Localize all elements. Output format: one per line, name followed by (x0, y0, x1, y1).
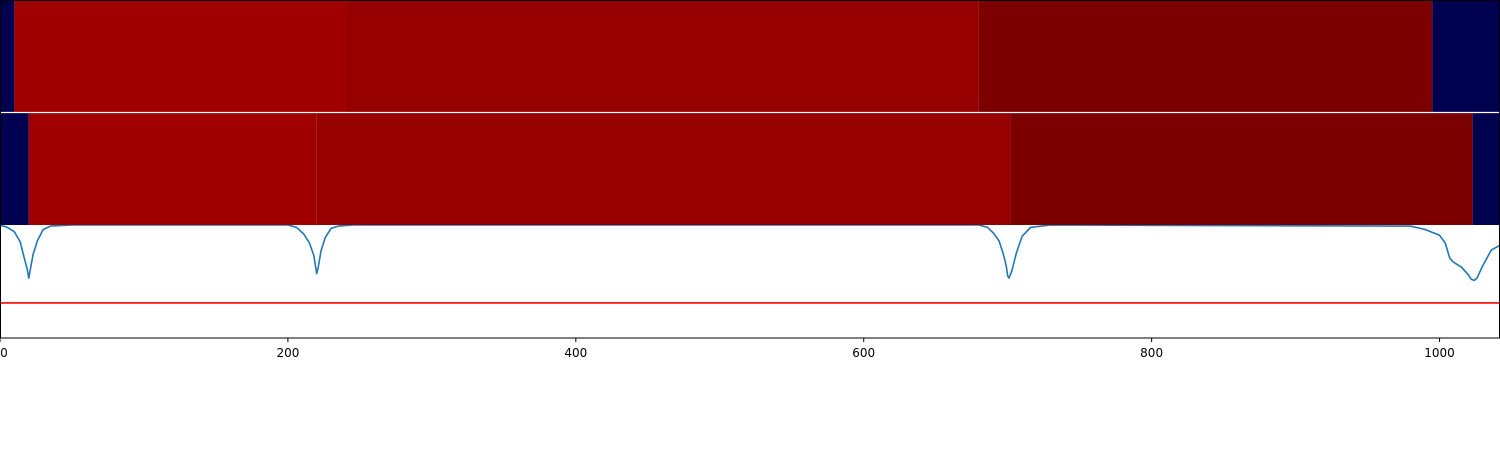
line-series-1 (0, 225, 1500, 282)
x-axis: 0 200 400 600 800 1000 (0, 338, 1455, 360)
x-tick-label-4: 600 (852, 346, 875, 360)
heatmap-segment-1-4 (978, 0, 1433, 112)
x-tick-label-5: 800 (1140, 346, 1163, 360)
heatmap-panel-middle (0, 111, 1500, 225)
heatmap-segment-1-2 (14, 0, 346, 112)
heatmap-segment-2-2 (28, 113, 317, 225)
heatmap-panel-top (0, 0, 1500, 112)
heatmap-segment-2-4 (1010, 113, 1473, 225)
x-tick-label-2: 200 (276, 346, 299, 360)
x-tick-label-3: 400 (564, 346, 587, 360)
heatmap-segment-2-3 (316, 113, 1011, 225)
heatmap-segment-2-1 (0, 113, 29, 225)
heatmap-segment-1-3 (345, 0, 979, 112)
heatmap-segment-1-5 (1432, 0, 1500, 112)
x-tick-label-1: 0 (0, 346, 8, 360)
heatmap-segment-1-1 (0, 0, 15, 112)
x-tick-label-6: 1000 (1424, 346, 1455, 360)
heatmap-segment-2-5 (1472, 113, 1500, 225)
